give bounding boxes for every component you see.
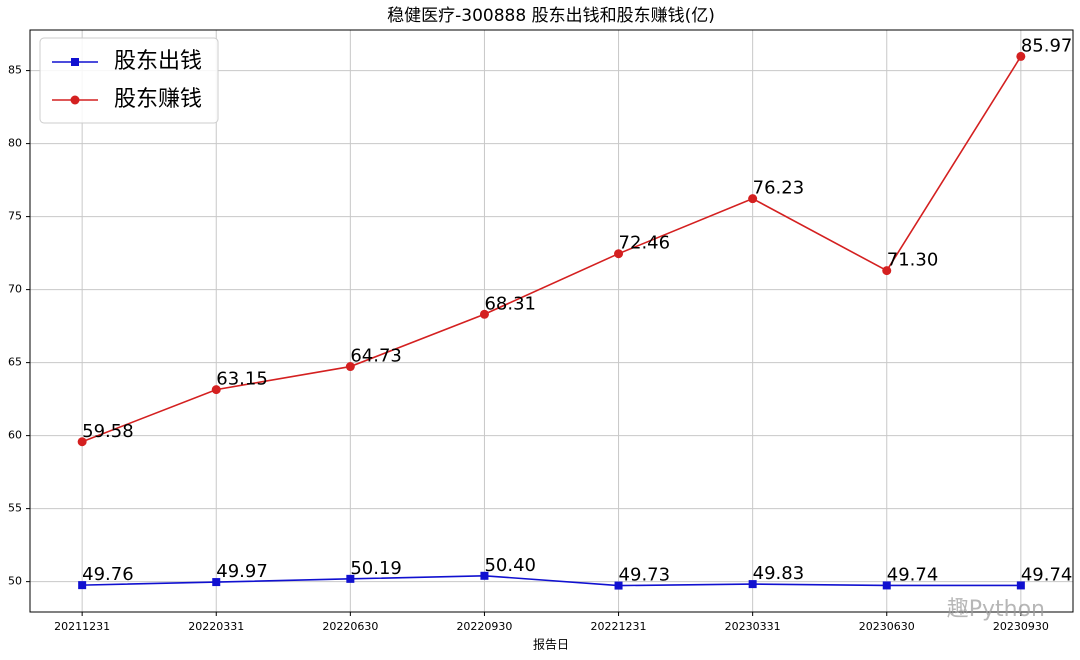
legend-label: 股东赚钱	[114, 87, 202, 112]
y-tick-label: 80	[8, 137, 22, 150]
x-axis-label: 报告日	[533, 637, 569, 652]
y-tick-label: 75	[8, 210, 22, 223]
data-label: 64.73	[350, 346, 402, 367]
data-label: 63.15	[216, 369, 268, 390]
data-label: 49.76	[82, 564, 134, 585]
data-point	[345, 362, 355, 372]
data-point	[614, 581, 623, 590]
data-label: 49.97	[216, 561, 268, 582]
data-point	[748, 194, 758, 204]
chart-title: 稳健医疗-300888 股东出钱和股东赚钱(亿)	[387, 6, 715, 26]
legend-marker	[70, 95, 80, 105]
y-tick-label: 60	[8, 429, 22, 442]
y-tick-label: 55	[8, 502, 22, 515]
data-point	[480, 571, 489, 580]
data-point	[882, 581, 891, 590]
y-tick-label: 50	[8, 575, 22, 588]
x-tick-label: 20220331	[188, 620, 244, 633]
data-point	[1016, 51, 1026, 61]
data-point	[78, 581, 87, 590]
legend-box	[39, 37, 219, 124]
x-tick-label: 20230630	[859, 620, 915, 633]
data-label: 49.83	[753, 563, 805, 584]
plot-frame	[29, 29, 1074, 613]
y-tick-label: 65	[8, 356, 22, 369]
data-point	[212, 578, 221, 587]
data-point	[346, 574, 355, 583]
data-label: 76.23	[753, 178, 805, 199]
data-label: 85.97	[1021, 35, 1073, 56]
watermark: 趣Python	[947, 597, 1045, 622]
legend-label: 股东出钱	[114, 49, 202, 74]
data-point	[882, 266, 892, 276]
y-tick-label: 85	[8, 64, 22, 77]
x-tick-label: 20230331	[725, 620, 781, 633]
data-label: 49.74	[887, 564, 939, 585]
x-tick-label: 20221231	[591, 620, 647, 633]
data-point	[1016, 581, 1025, 590]
data-point	[614, 249, 624, 259]
data-label: 59.58	[82, 421, 134, 442]
x-tick-label: 20220630	[322, 620, 378, 633]
series-line	[82, 574, 1021, 587]
x-tick-label: 20230930	[993, 620, 1049, 633]
y-tick-label: 70	[8, 283, 22, 296]
data-label: 49.73	[619, 565, 671, 586]
data-point	[211, 385, 221, 395]
legend-marker	[71, 58, 79, 66]
data-label: 50.19	[350, 558, 402, 579]
x-tick-label: 20211231	[54, 620, 110, 633]
data-label: 68.31	[484, 293, 536, 314]
data-label: 72.46	[619, 233, 671, 254]
x-tick-label: 20220930	[456, 620, 512, 633]
data-label: 50.40	[484, 555, 536, 576]
series-line	[81, 56, 1022, 443]
data-point	[77, 437, 87, 447]
data-label: 49.74	[1021, 564, 1073, 585]
data-label: 71.30	[887, 250, 939, 271]
data-point	[748, 580, 757, 589]
data-point	[479, 309, 489, 319]
